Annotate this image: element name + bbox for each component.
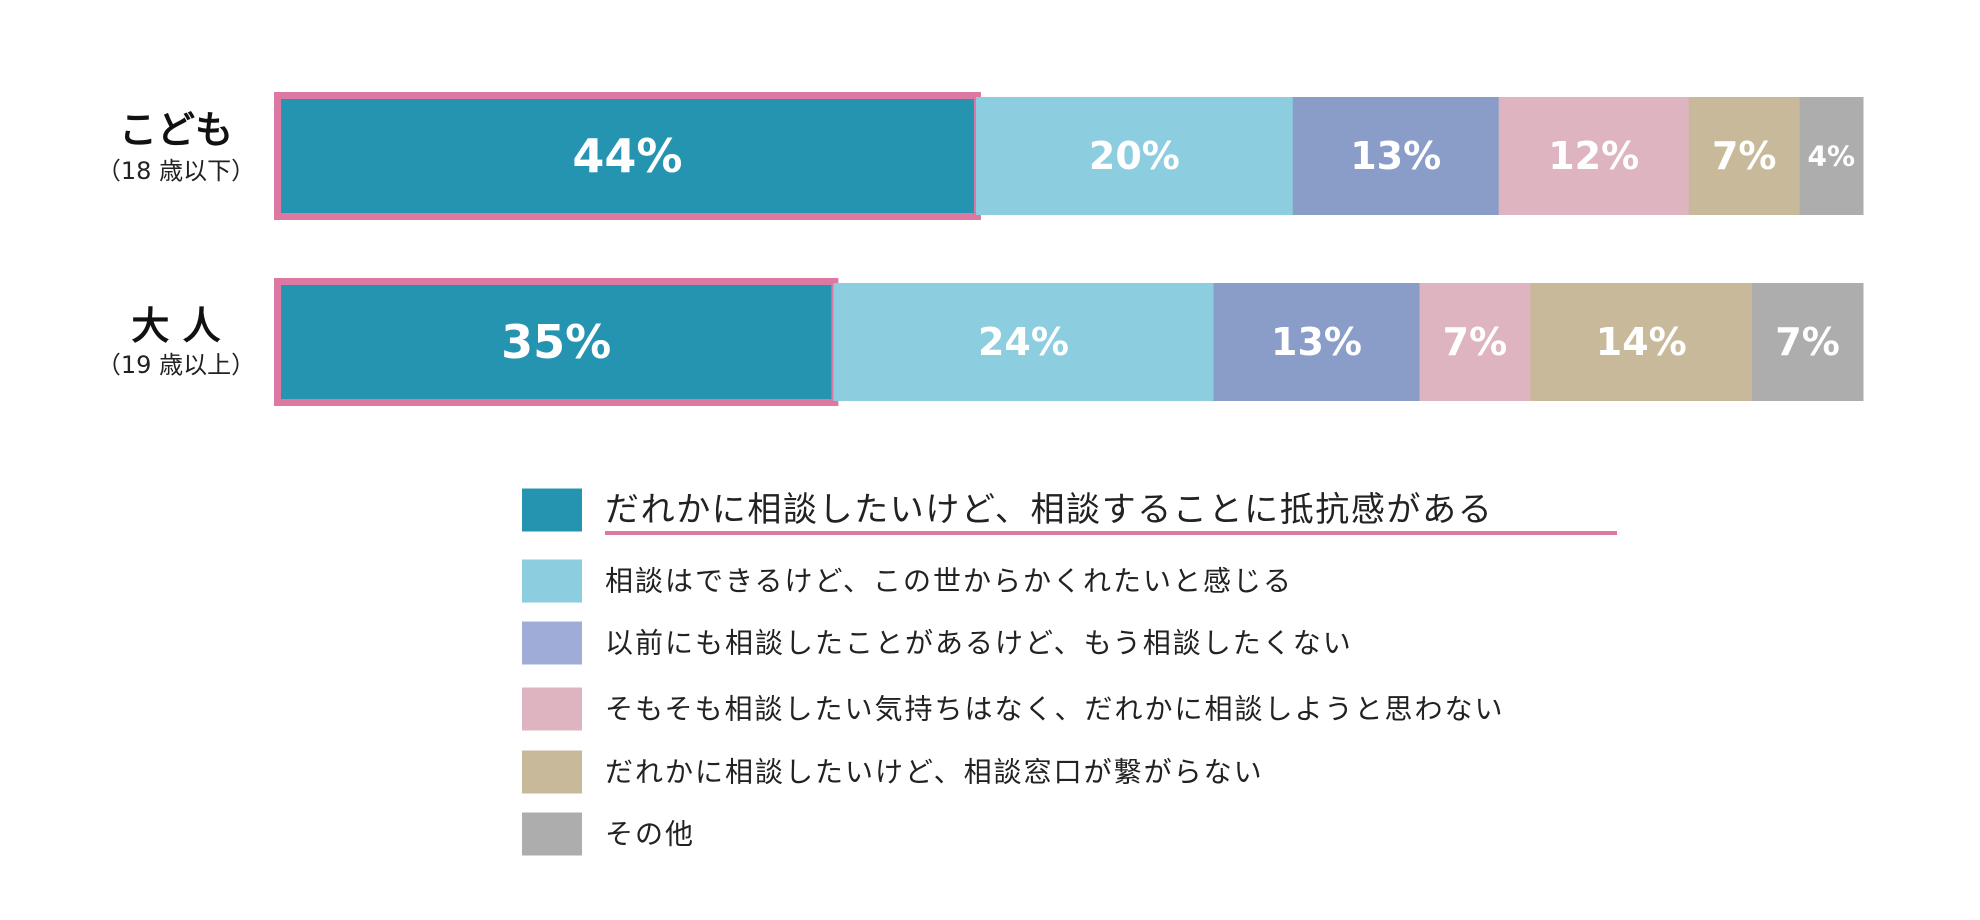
- data-label-0-0: 44%: [572, 129, 682, 183]
- bars-layer: 44% 20% 13% 12% 7% 4% 35% 24% 13% 7% 14% 7%: [274, 92, 1864, 406]
- data-label-1-5: 7%: [1775, 320, 1840, 364]
- bar-segment-0-2: [1292, 97, 1500, 215]
- data-label-0-4: 7%: [1712, 134, 1777, 178]
- legend-label-4: だれかに相談したいけど、相談窓口が繋がらない: [605, 756, 1264, 789]
- category-sub-0: （18 歳以下）: [97, 157, 255, 185]
- bar-segment-1-2: [1213, 283, 1420, 401]
- legend-label-0: だれかに相談したいけど、相談することに抵抗感がある: [605, 490, 1493, 530]
- legend-swatch-1: [522, 559, 582, 603]
- bar-segment-1-5: [1752, 283, 1864, 401]
- bar-segment-0-4: [1688, 97, 1801, 215]
- data-label-0-3: 12%: [1548, 134, 1639, 178]
- category-name-1: 大 人: [131, 304, 220, 348]
- bar-segment-0-5: [1799, 97, 1864, 215]
- legend-swatch-0: [522, 488, 582, 532]
- data-label-0-1: 20%: [1089, 134, 1180, 178]
- bar-segment-1-4: [1530, 283, 1753, 401]
- data-label-1-4: 14%: [1596, 320, 1687, 364]
- data-label-0-2: 13%: [1350, 134, 1441, 178]
- legend-swatch-4: [522, 750, 582, 794]
- legend: だれかに相談したいけど、相談することに抵抗感がある相談はできるけど、この世からか…: [522, 488, 1617, 856]
- bar-segment-0-0: [279, 97, 977, 215]
- legend-swatch-5: [522, 812, 582, 856]
- data-label-1-2: 13%: [1271, 320, 1362, 364]
- data-label-1-1: 24%: [978, 320, 1069, 364]
- category-labels: こども （18 歳以下） 大 人 （19 歳以上）: [97, 108, 255, 379]
- category-name-0: こども: [119, 108, 233, 152]
- data-label-1-3: 7%: [1443, 320, 1508, 364]
- legend-label-3: そもそも相談したい気持ちはなく、だれかに相談しようと思わない: [605, 693, 1504, 726]
- data-label-0-5: 4%: [1808, 140, 1856, 173]
- bar-segment-1-1: [833, 283, 1215, 401]
- bar-segment-1-3: [1419, 283, 1531, 401]
- category-sub-1: （19 歳以上）: [97, 351, 255, 379]
- legend-swatch-3: [522, 687, 582, 731]
- legend-label-2: 以前にも相談したことがあるけど、もう相談したくない: [605, 627, 1353, 660]
- data-label-1-0: 35%: [501, 315, 611, 369]
- bar-segment-0-1: [975, 97, 1294, 215]
- bar-segment-0-3: [1498, 97, 1690, 215]
- legend-label-5: その他: [605, 818, 695, 851]
- legend-label-1: 相談はできるけど、この世からかくれたいと感じる: [605, 565, 1293, 598]
- bar-segment-1-0: [279, 283, 834, 401]
- legend-swatch-2: [522, 621, 582, 665]
